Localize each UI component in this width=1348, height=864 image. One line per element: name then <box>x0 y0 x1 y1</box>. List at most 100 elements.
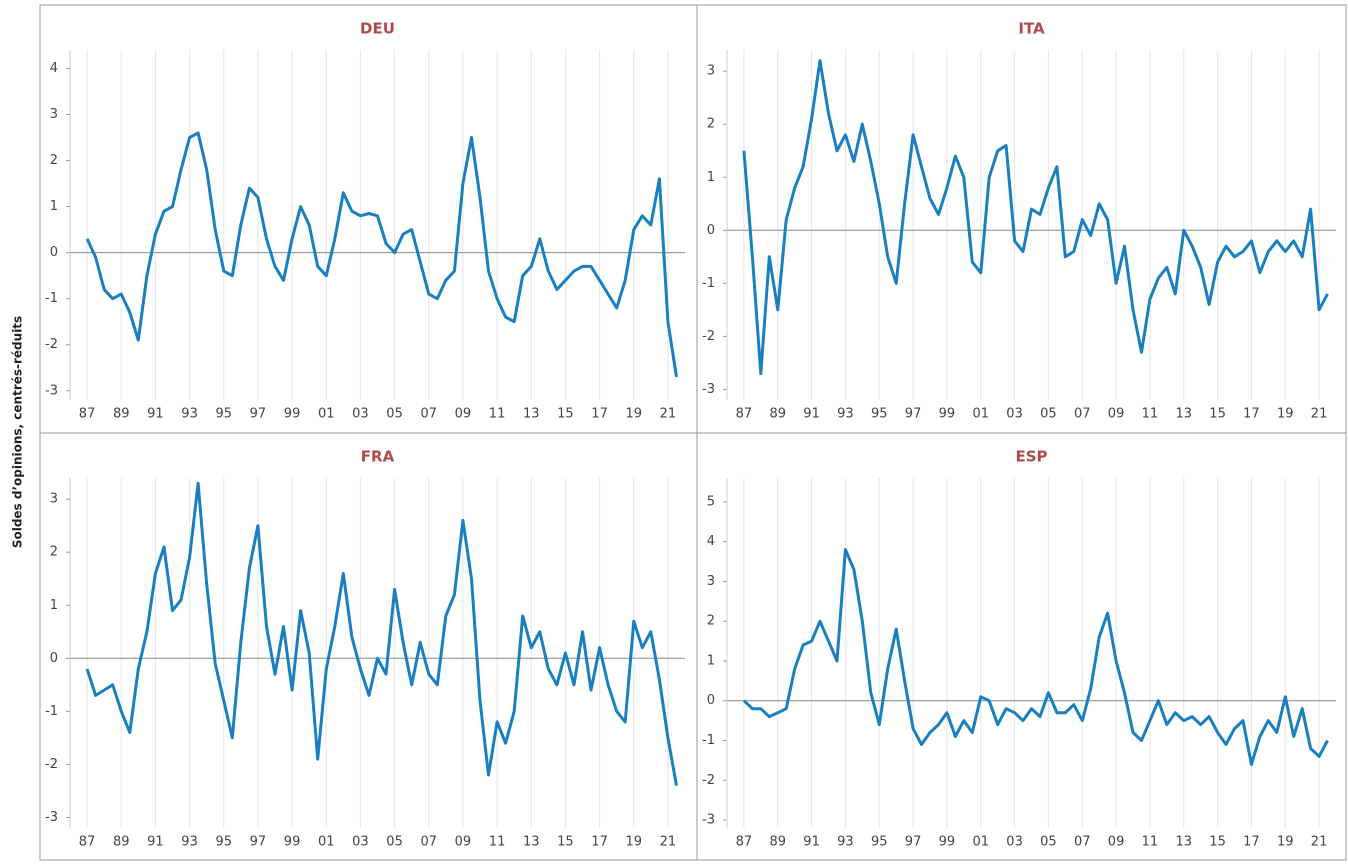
x-tick-label: 95 <box>215 407 232 422</box>
x-tick-label: 05 <box>386 835 403 850</box>
y-tick-label: -1 <box>702 733 715 748</box>
x-tick-label: 93 <box>837 835 854 850</box>
y-tick-label: -3 <box>702 382 715 397</box>
y-tick-label: 1 <box>50 199 58 214</box>
y-tick-label: -1 <box>45 291 58 306</box>
x-tick-label: 15 <box>1209 407 1226 422</box>
y-tick-label: 1 <box>50 598 58 613</box>
panel-title: DEU <box>360 20 395 38</box>
y-tick-label: -2 <box>45 757 58 772</box>
x-tick-label: 15 <box>557 407 574 422</box>
x-tick-label: 09 <box>455 835 472 850</box>
x-tick-label: 11 <box>489 835 506 850</box>
x-tick-label: 97 <box>250 835 267 850</box>
x-tick-label: 19 <box>1277 835 1294 850</box>
y-tick-label: 2 <box>50 153 58 168</box>
y-tick-label: 0 <box>707 223 715 238</box>
y-tick-label: -2 <box>702 329 715 344</box>
x-tick-label: 07 <box>1074 407 1091 422</box>
y-tick-label: 3 <box>50 492 58 507</box>
x-tick-label: 01 <box>972 407 989 422</box>
x-tick-label: 95 <box>215 835 232 850</box>
x-tick-label: 13 <box>1175 835 1192 850</box>
x-tick-label: 11 <box>489 407 506 422</box>
x-tick-label: 19 <box>1277 407 1294 422</box>
x-tick-label: 17 <box>1243 407 1260 422</box>
y-tick-label: -1 <box>45 704 58 719</box>
y-tick-label: 2 <box>50 545 58 560</box>
x-tick-label: 09 <box>1108 835 1125 850</box>
x-tick-label: 05 <box>386 407 403 422</box>
y-tick-label: -3 <box>702 813 715 828</box>
x-tick-label: 97 <box>905 835 922 850</box>
x-tick-label: 91 <box>147 407 164 422</box>
x-tick-label: 03 <box>1006 407 1023 422</box>
x-tick-label: 99 <box>284 407 301 422</box>
y-tick-label: 5 <box>707 494 715 509</box>
x-tick-label: 93 <box>181 835 198 850</box>
x-tick-label: 17 <box>591 835 608 850</box>
x-tick-label: 13 <box>523 835 540 850</box>
panel-title: ESP <box>1015 448 1047 466</box>
x-tick-label: 99 <box>939 835 956 850</box>
x-tick-label: 91 <box>803 835 820 850</box>
x-tick-label: 99 <box>939 407 956 422</box>
x-tick-label: 89 <box>769 407 786 422</box>
x-tick-label: 87 <box>736 407 753 422</box>
x-tick-label: 93 <box>837 407 854 422</box>
y-tick-label: -2 <box>702 773 715 788</box>
x-tick-label: 21 <box>660 835 677 850</box>
x-tick-label: 03 <box>352 407 369 422</box>
x-tick-label: 01 <box>318 407 335 422</box>
x-tick-label: 17 <box>591 407 608 422</box>
x-tick-label: 03 <box>1006 835 1023 850</box>
y-tick-label: 4 <box>50 61 58 76</box>
x-tick-label: 05 <box>1040 835 1057 850</box>
x-tick-label: 01 <box>972 835 989 850</box>
x-tick-label: 07 <box>1074 835 1091 850</box>
x-tick-label: 13 <box>523 407 540 422</box>
x-tick-label: 99 <box>284 835 301 850</box>
line <box>85 131 678 378</box>
x-tick-label: 17 <box>1243 835 1260 850</box>
y-axis-label: Soldes d’opinions, centrés-réduits <box>11 316 25 548</box>
y-tick-label: 0 <box>50 245 58 260</box>
panel-title: FRA <box>361 448 395 466</box>
panel-title: ITA <box>1018 20 1045 38</box>
x-tick-label: 11 <box>1142 835 1159 850</box>
y-tick-label: 3 <box>707 64 715 79</box>
y-tick-label: -1 <box>702 276 715 291</box>
x-tick-label: 21 <box>660 407 677 422</box>
y-tick-label: -2 <box>45 337 58 352</box>
x-tick-label: 13 <box>1175 407 1192 422</box>
x-tick-label: 07 <box>420 835 437 850</box>
y-tick-label: 4 <box>707 534 715 549</box>
x-tick-label: 89 <box>113 835 130 850</box>
x-tick-label: 21 <box>1311 407 1328 422</box>
y-tick-label: 2 <box>707 117 715 132</box>
line <box>742 59 1329 375</box>
x-tick-label: 95 <box>871 835 888 850</box>
x-tick-label: 95 <box>871 407 888 422</box>
x-tick-label: 21 <box>1311 835 1328 850</box>
x-tick-label: 07 <box>420 407 437 422</box>
x-tick-label: 91 <box>147 835 164 850</box>
y-tick-label: 3 <box>50 107 58 122</box>
x-tick-label: 03 <box>352 835 369 850</box>
y-tick-label: 3 <box>707 574 715 589</box>
y-tick-label: 1 <box>707 653 715 668</box>
x-tick-label: 87 <box>736 835 753 850</box>
x-tick-label: 89 <box>769 835 786 850</box>
y-tick-label: -3 <box>45 810 58 825</box>
x-tick-label: 97 <box>905 407 922 422</box>
x-tick-label: 91 <box>803 407 820 422</box>
y-tick-label: 2 <box>707 614 715 629</box>
x-tick-label: 01 <box>318 835 335 850</box>
x-tick-label: 09 <box>1108 407 1125 422</box>
x-tick-label: 89 <box>113 407 130 422</box>
x-tick-label: 87 <box>79 407 96 422</box>
line <box>742 548 1329 766</box>
x-tick-label: 09 <box>455 407 472 422</box>
y-tick-label: 0 <box>50 651 58 666</box>
